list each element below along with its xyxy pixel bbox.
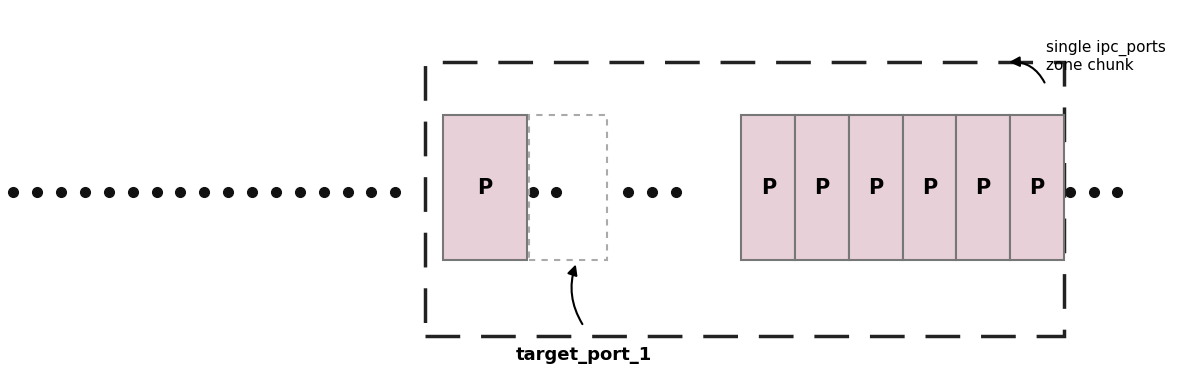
Bar xyxy=(902,115,956,260)
Text: single ipc_ports
zone chunk: single ipc_ports zone chunk xyxy=(1045,39,1165,73)
Bar xyxy=(796,115,848,260)
Text: target_port_1: target_port_1 xyxy=(516,346,652,364)
Text: P: P xyxy=(1030,178,1044,198)
Bar xyxy=(529,115,606,260)
Text: P: P xyxy=(922,178,937,198)
Text: P: P xyxy=(761,178,776,198)
Bar xyxy=(848,115,902,260)
Text: P: P xyxy=(868,178,883,198)
Text: P: P xyxy=(976,178,991,198)
Bar xyxy=(1010,115,1063,260)
Bar xyxy=(742,115,796,260)
Bar xyxy=(956,115,1010,260)
Text: P: P xyxy=(815,178,829,198)
Text: P: P xyxy=(478,178,492,198)
Bar xyxy=(443,115,527,260)
Bar xyxy=(425,62,1063,336)
